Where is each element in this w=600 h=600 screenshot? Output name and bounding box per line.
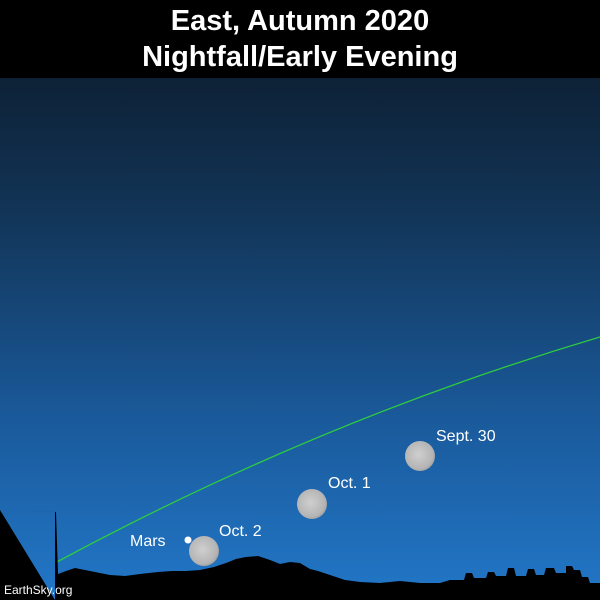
label-sept-30: Sept. 30 xyxy=(436,428,496,445)
title-bar: East, Autumn 2020 Nightfall/Early Evenin… xyxy=(0,0,600,78)
label-oct-1: Oct. 1 xyxy=(328,475,371,492)
label-mars: Mars xyxy=(130,533,166,550)
chart-subtitle: Nightfall/Early Evening xyxy=(142,41,458,73)
label-oct-2: Oct. 2 xyxy=(219,523,262,540)
moon-oct-2 xyxy=(189,536,219,566)
moon-sept-30 xyxy=(405,441,435,471)
mars-dot xyxy=(184,536,192,544)
horizon-silhouette xyxy=(0,510,600,600)
credit-text: EarthSky.org xyxy=(4,583,72,597)
chart-title: East, Autumn 2020 xyxy=(170,5,430,37)
ecliptic-line xyxy=(54,336,600,564)
moon-oct-1 xyxy=(297,489,327,519)
